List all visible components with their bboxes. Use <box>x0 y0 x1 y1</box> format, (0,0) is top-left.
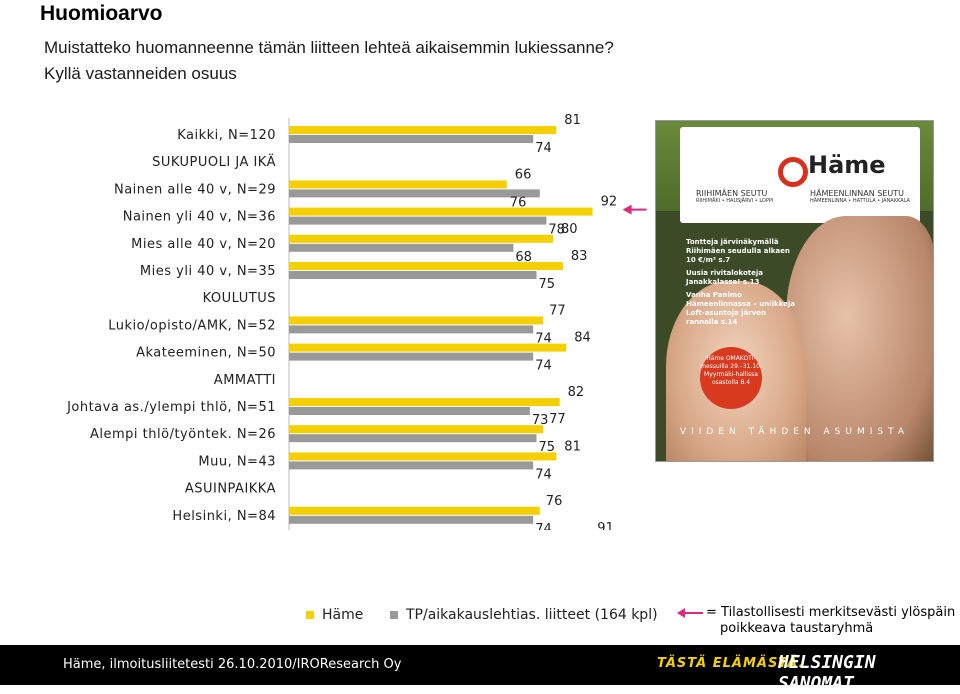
significance-note-line2: poikkeava taustaryhmä <box>720 621 874 636</box>
data-label-hame: 77 <box>549 412 566 427</box>
bar-tp <box>289 271 537 279</box>
bar-tp <box>289 407 530 415</box>
category-label: Lukio/opisto/AMK, N=52 <box>108 318 276 333</box>
data-label-hame: 82 <box>568 385 585 400</box>
cover-section-left-sub: RIIHIMÄKI • HAUSJÄRVI • LOPPI <box>696 198 774 204</box>
category-label: Akateeminen, N=50 <box>136 346 276 361</box>
legend-hame: Häme <box>306 607 363 623</box>
bar-hame <box>289 234 553 243</box>
significance-arrow-head <box>622 204 632 215</box>
data-label-tp: 68 <box>515 250 532 265</box>
cover-badge: Häme OMAKOTI-messuilla 29.–31.10. Myyrmä… <box>700 347 762 409</box>
significance-note-line1: = Tilastollisesti merkitsevästi ylöspäin <box>706 605 956 620</box>
subtitle-note: Kyllä vastanneiden osuus <box>44 64 237 83</box>
bar-hame <box>289 343 567 352</box>
data-label-tp: 73 <box>532 413 549 428</box>
bar-tp <box>289 189 540 198</box>
bar-hame <box>289 425 544 434</box>
data-label-hame: 81 <box>564 439 581 454</box>
data-label-hame: 84 <box>574 331 591 346</box>
legend-hame-label: Häme <box>322 607 364 623</box>
bar-hame <box>289 126 557 134</box>
footer-brand-logo: HELSINGIN SANOMAT <box>778 652 876 694</box>
cover-photo-woman <box>786 216 933 461</box>
data-label-hame: 92 <box>601 195 618 210</box>
bar-hame <box>289 262 563 270</box>
slide-title: Huomioarvo <box>40 2 163 25</box>
data-label-tp: 78 <box>548 223 565 238</box>
significance-marker-arrow <box>622 204 647 215</box>
data-label-tp: 74 <box>535 467 552 482</box>
category-label: Nainen yli 40 v, N=36 <box>123 210 276 225</box>
hame-logo-icon <box>778 157 808 187</box>
bar-hame <box>289 180 507 189</box>
cover-masthead: Häme RIIHIMÄEN SEUTU RIIHIMÄKI • HAUSJÄR… <box>680 127 920 223</box>
category-label: Muu, N=43 <box>198 454 276 469</box>
bar-tp <box>289 461 534 470</box>
data-label-hame: 77 <box>549 303 566 318</box>
cover-headline-1: Tontteja järvinäkymällä Riihimäen seudul… <box>686 238 790 264</box>
category-label: Nainen alle 40 v, N=29 <box>114 182 276 197</box>
bar-tp <box>289 216 547 225</box>
magazine-cover: Häme RIIHIMÄEN SEUTU RIIHIMÄKI • HAUSJÄR… <box>655 120 934 462</box>
category-label: Helsinki, N=84 <box>172 509 276 524</box>
bar-hame <box>289 316 544 325</box>
data-label-hame: 91 <box>597 521 614 530</box>
data-label-hame: 80 <box>561 222 578 237</box>
group-header-label: AMMATTI <box>214 373 276 388</box>
cover-section-right-sub: HÄMEENLINNA • HATTULA • JANAKKALA <box>810 198 910 204</box>
bar-tp <box>289 352 534 361</box>
bar-tp <box>289 243 514 252</box>
bar-tp <box>289 325 534 334</box>
bar-hame <box>289 207 593 216</box>
legend-tp-label: TP/aikakauslehtias. liitteet (164 kpl) <box>406 607 658 623</box>
slide-subtitle: Muistatteko huomanneenne tämän liitteen … <box>44 35 614 87</box>
bar-chart: Kaikki, N=120 81 74 SUKUPUOLI JA IKÄ Nainen … <box>66 113 647 530</box>
cover-section-left-title: RIIHIMÄEN SEUTU <box>696 189 768 198</box>
data-label-tp: 75 <box>539 277 556 292</box>
legend-tp: TP/aikakauslehtias. liitteet (164 kpl) <box>390 607 658 623</box>
subtitle-question: Muistatteko huomanneenne tämän liitteen … <box>44 38 614 57</box>
data-label-tp: 74 <box>535 522 552 530</box>
bar-hame <box>289 506 540 515</box>
bar-tp <box>289 515 534 524</box>
cover-section-right: HÄMEENLINNAN SEUTU HÄMEENLINNA • HATTULA… <box>810 189 910 204</box>
cover-headlines: Tontteja järvinäkymällä Riihimäen seudul… <box>686 238 796 327</box>
cover-logo: Häme <box>808 151 886 179</box>
bar-hame <box>289 452 557 461</box>
cover-section-left: RIIHIMÄEN SEUTU RIIHIMÄKI • HAUSJÄRVI • … <box>696 189 773 204</box>
category-label: Mies alle 40 v, N=20 <box>131 237 276 252</box>
cover-section-right-title: HÄMEENLINNAN SEUTU <box>810 189 904 198</box>
group-header-label: KOULUTUS <box>203 291 276 306</box>
bar-tp <box>289 135 534 143</box>
bar-tp <box>289 434 537 443</box>
cover-tagline: VIIDEN TÄHDEN ASUMISTA <box>679 427 910 437</box>
category-label: Alempi thlö/työntek. N=26 <box>90 427 276 442</box>
data-label-hame: 66 <box>515 167 532 182</box>
data-label-hame: 83 <box>571 249 588 264</box>
category-label: Johtava as./ylempi thlö, N=51 <box>66 400 276 415</box>
bar-hame <box>289 398 560 406</box>
cover-headline-2: Uusia rivitalokoteja Janakkalassa! s.13 <box>686 269 763 286</box>
category-label: Mies yli 40 v, N=35 <box>140 264 276 279</box>
legend-tp-swatch <box>390 611 398 619</box>
footer-bar: Häme, ilmoitusliitetesti 26.10.2010/IROR… <box>0 645 960 694</box>
significance-note: = Tilastollisesti merkitsevästi ylöspäin… <box>706 605 955 637</box>
category-label: Kaikki, N=120 <box>177 128 276 143</box>
data-label-tp: 75 <box>539 440 556 455</box>
data-label-tp: 74 <box>535 359 552 374</box>
data-label-tp: 76 <box>510 195 527 210</box>
footer-text: Häme, ilmoitusliitetesti 26.10.2010/IROR… <box>63 657 402 672</box>
data-label-hame: 76 <box>546 494 563 509</box>
cover-headline-3: Vanha Panimo Hämeenlinnassa – uniikkeja … <box>686 291 796 326</box>
group-header-label: SUKUPUOLI JA IKÄ <box>152 154 276 170</box>
footer-slogan: TÄSTÄ ELÄMÄSTÄ. <box>657 656 805 671</box>
data-label-tp: 74 <box>535 141 552 156</box>
group-header-label: ASUINPAIKKA <box>185 482 276 497</box>
data-label-tp: 74 <box>535 331 552 346</box>
legend-hame-swatch <box>306 611 314 619</box>
significance-arrow-icon <box>677 608 703 618</box>
data-label-hame: 81 <box>564 113 581 128</box>
